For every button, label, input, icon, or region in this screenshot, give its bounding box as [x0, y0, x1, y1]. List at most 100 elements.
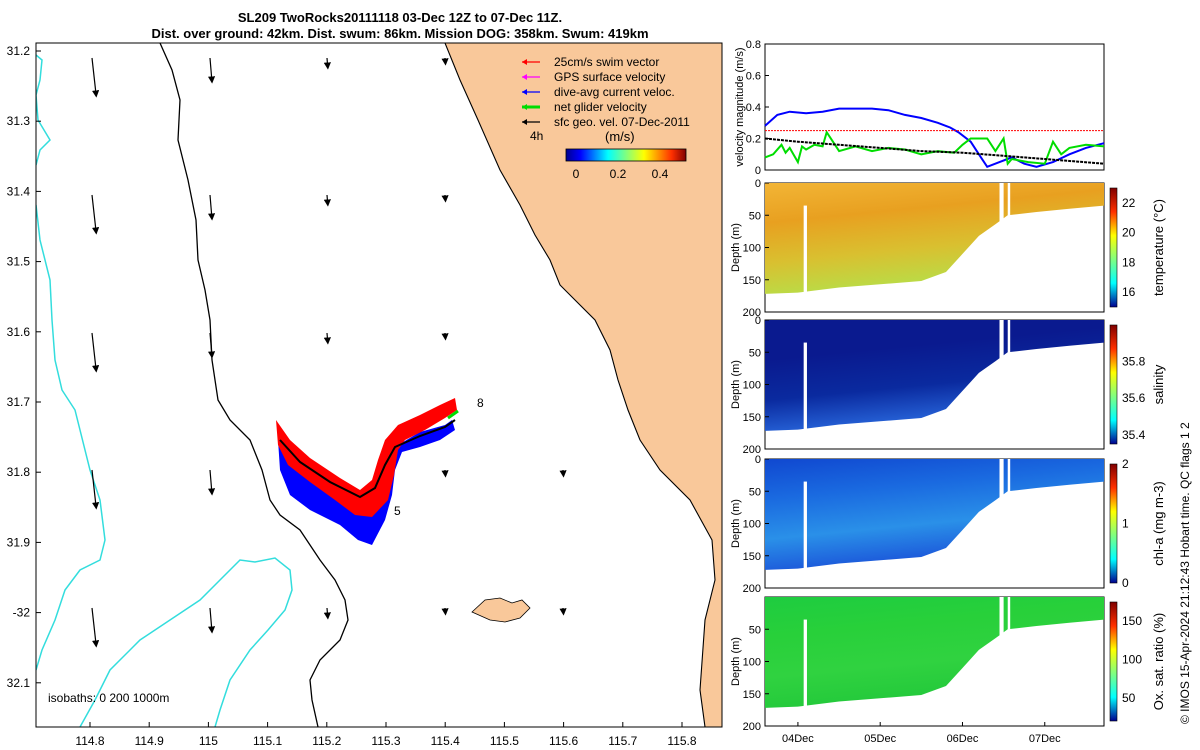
section-colorbar-tick-label: 16 — [1122, 285, 1136, 299]
section-y-tick-label: 0 — [755, 178, 761, 190]
section-fill-temperature — [765, 183, 1104, 294]
map-y-tick-label: 31.9 — [7, 535, 31, 549]
isobaths-label: isobaths: 0 200 1000m — [48, 691, 169, 705]
map-x-tick-label: 115.3 — [371, 734, 400, 748]
section-fill-ox — [765, 597, 1104, 708]
section-colorbar-tick-label: 18 — [1122, 255, 1136, 269]
section-y-tick-label: 150 — [743, 689, 761, 701]
velocity-series-sfc-geo-vel- — [764, 137, 1105, 165]
section-colorbar-tick-label: 35.8 — [1122, 355, 1146, 369]
time-tick-label: 06Dec — [947, 733, 979, 745]
section-y-tick-label: 150 — [743, 412, 761, 424]
time-tick-label: 04Dec — [782, 733, 814, 745]
dive-avg-current-band — [278, 420, 455, 545]
section-y-tick-label: 100 — [743, 380, 761, 392]
swim-vector-band — [276, 398, 457, 517]
legend-label: net glider velocity — [554, 100, 647, 114]
land-area — [445, 43, 722, 727]
isobath-200m — [159, 43, 349, 727]
map-y-ticks: 31.2 31.3 31.4 31.5 31.6 31.7 31.8 31.9 -32 32.1 — [7, 44, 41, 690]
legend-arrowhead — [522, 119, 527, 125]
map-colorbar-ticks: 0 0.2 0.4 — [573, 167, 669, 181]
section-y-label: Depth (m) — [730, 499, 742, 548]
velocity-y-tick-label: 0 — [755, 165, 761, 177]
section-y-tick-label: 100 — [743, 519, 761, 531]
section-colorbar-tick-label: 0 — [1122, 576, 1129, 590]
section-data-gap — [999, 183, 1004, 222]
velocity-y-label: velocity magnitude (m/s) — [734, 47, 746, 166]
map-colorbar — [565, 148, 687, 162]
section-data-gap — [1007, 320, 1011, 356]
legend-label: dive-avg current veloc. — [554, 85, 675, 99]
section-data-gap — [999, 597, 1004, 636]
legend-arrowhead — [522, 59, 527, 65]
legend-arrowhead — [522, 89, 527, 95]
section-colorbar-label: Ox. sat. ratio (%) — [1151, 613, 1166, 711]
map-y-tick-label: -32 — [13, 606, 31, 620]
map-y-tick-label: 31.7 — [7, 395, 31, 409]
velocity-series-dive-avg-current-veloc- — [764, 107, 1105, 169]
geo-velocity-arrow — [207, 469, 216, 496]
island — [471, 597, 531, 623]
track-label-5: 5 — [394, 504, 401, 518]
map-x-tick-label: 114.8 — [75, 734, 104, 748]
section-colorbar-tick-label: 2 — [1122, 457, 1129, 471]
section-y-tick-label: 150 — [743, 275, 761, 287]
section-y-tick-label: 150 — [743, 551, 761, 563]
section-y-tick-label: 50 — [749, 347, 761, 359]
velocity-y-tick-label: 0.2 — [746, 134, 761, 146]
legend-label: 25cm/s swim vector — [554, 55, 659, 69]
section-y-label: Depth (m) — [730, 637, 742, 686]
map-x-tick-label: 114.9 — [135, 734, 164, 748]
velocity-y-tick-label: 0.6 — [746, 71, 761, 83]
geo-velocity-arrow — [91, 332, 100, 373]
section-data-gap — [999, 459, 1004, 498]
section-fill-chl-a — [765, 459, 1104, 570]
map-x-tick-label: 115.5 — [490, 734, 519, 748]
time-marker: 4h — [530, 129, 543, 143]
section-colorbar-tick-label: 100 — [1122, 653, 1142, 667]
section-colorbar — [1109, 463, 1118, 584]
section-colorbar-tick-label: 20 — [1122, 226, 1136, 240]
velocity-series-net-glider-velocity — [764, 129, 1105, 166]
legend-label: sfc geo. vel. 07-Dec-2011 — [554, 115, 690, 129]
geo-velocity-arrow — [91, 607, 100, 648]
map-y-tick-label: 31.8 — [7, 465, 31, 479]
section-colorbar-tick-label: 150 — [1122, 614, 1142, 628]
credit-text: © IMOS 15-Apr-2024 21:12:43 Hobart time.… — [1178, 422, 1192, 724]
geo-velocity-arrow — [207, 607, 216, 634]
map-x-tick-label: 115.1 — [253, 734, 282, 748]
track-label-8: 8 — [477, 396, 484, 410]
colorbar-tick-label: 0 — [573, 167, 580, 181]
isobath-1000m — [36, 54, 106, 671]
section-y-tick-label: 100 — [743, 243, 761, 255]
section-colorbar-label: temperature (°C) — [1151, 199, 1166, 296]
legend-label: GPS surface velocity — [554, 70, 665, 84]
section-fill-salinity — [765, 320, 1104, 431]
section-y-label: Depth (m) — [730, 223, 742, 272]
map-x-tick-label: 115.2 — [312, 734, 341, 748]
section-y-tick-label: 200 — [743, 721, 761, 733]
geo-velocity-arrow — [323, 57, 331, 70]
section-y-tick-label: 200 — [743, 307, 761, 319]
geo-velocity-arrow — [91, 57, 100, 98]
map-x-ticks: 114.8 114.9 115 115.1 115.2 115.3 115.4 115.5 11… — [75, 722, 697, 748]
section-colorbar-tick-label: 35.4 — [1122, 428, 1146, 442]
section-colorbar-tick-label: 1 — [1122, 517, 1129, 531]
geo-velocity-arrow — [91, 194, 100, 235]
geo-velocity-arrow — [91, 469, 100, 510]
section-colorbar-label: chl-a (mg m-3) — [1151, 481, 1166, 566]
section-data-gap — [803, 619, 807, 707]
section-y-tick-label: 50 — [749, 624, 761, 636]
map-y-tick-label: 31.4 — [7, 184, 31, 198]
velocity-panel-frame — [764, 43, 1105, 171]
figure-title-line1: SL209 TwoRocks20111118 03-Dec 12Z to 07-… — [237, 10, 563, 25]
section-colorbar-tick-label: 50 — [1122, 691, 1136, 705]
section-data-gap — [1007, 183, 1011, 219]
section-data-gap — [803, 481, 807, 569]
map-x-tick-label: 115.4 — [431, 734, 460, 748]
section-y-tick-label: 50 — [749, 210, 761, 222]
map-y-tick-label: 31.2 — [7, 44, 31, 58]
